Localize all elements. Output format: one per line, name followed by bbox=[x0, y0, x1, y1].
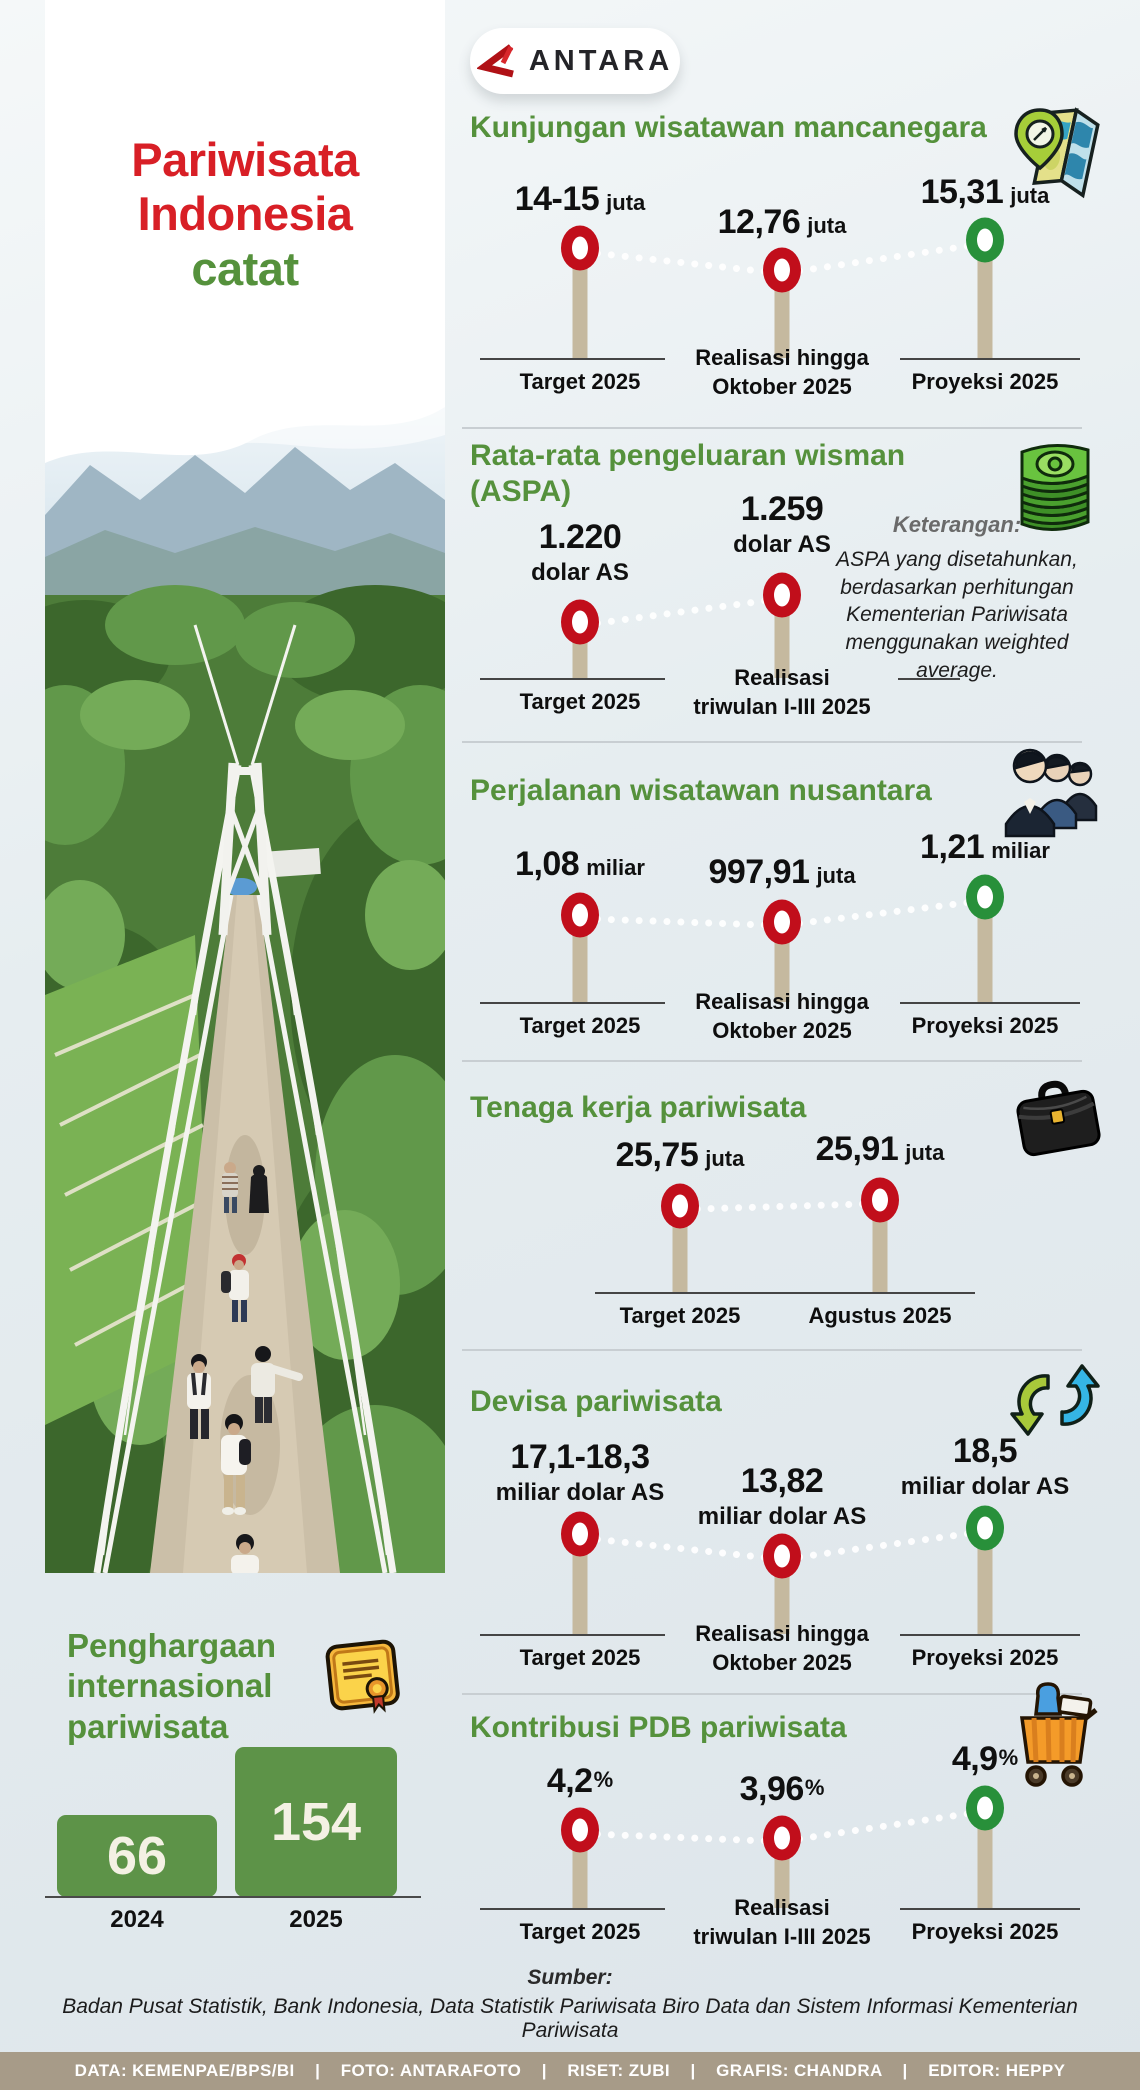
money-icon bbox=[1008, 430, 1100, 539]
section-title-aspa: Rata-rata pengeluaran wisman (ASPA) bbox=[470, 439, 906, 508]
pin-proyeksi bbox=[966, 874, 1004, 920]
data-value: 997,91 juta bbox=[708, 853, 856, 891]
data-value: 1,21 miliar bbox=[920, 828, 1050, 866]
pin-target bbox=[561, 225, 599, 271]
section-title-tenaga-kerja: Tenaga kerja pariwisata bbox=[470, 1091, 807, 1124]
pin-proyeksi bbox=[966, 1505, 1004, 1551]
data-value: 15,31 juta bbox=[920, 173, 1050, 211]
x-label: Agustus 2025 bbox=[808, 1303, 952, 1328]
source-label: Sumber: bbox=[527, 1966, 613, 1989]
data-value: 1.259 dolar AS bbox=[733, 490, 831, 558]
x-label: Target 2025 bbox=[619, 1303, 741, 1328]
x-label: Realisasi hingga Oktober 2025 bbox=[695, 345, 869, 399]
data-value: 12,76 juta bbox=[717, 203, 847, 241]
pin-proyeksi bbox=[966, 1785, 1004, 1831]
note-keterangan: Keterangan: ASPA yang disetahunkan, berd… bbox=[822, 512, 1092, 685]
antara-logo-icon bbox=[476, 44, 514, 78]
data-value: 18,5 miliar dolar AS bbox=[900, 1432, 1070, 1500]
source-text: Badan Pusat Statistik, Bank Indonesia, D… bbox=[62, 1995, 1078, 2042]
pin-realisasi bbox=[763, 572, 801, 618]
data-value: 1.220 dolar AS bbox=[531, 518, 629, 586]
section-title-devisa: Devisa pariwisata bbox=[470, 1385, 722, 1418]
pin-target bbox=[561, 599, 599, 645]
data-value: 17,1-18,3 miliar dolar AS bbox=[495, 1438, 665, 1506]
pin-target bbox=[661, 1183, 699, 1229]
pin-realisasi bbox=[763, 899, 801, 945]
award-bar-2024: 66 bbox=[57, 1815, 217, 1897]
pin-realisasi bbox=[763, 247, 801, 293]
section-title-pdb: Kontribusi PDB pariwisata bbox=[470, 1711, 847, 1744]
section-title-kunjungan: Kunjungan wisatawan mancanegara bbox=[470, 111, 987, 144]
award-bar-value: 66 bbox=[106, 1826, 168, 1886]
bridge-photo bbox=[45, 295, 445, 1573]
x-label: Proyeksi 2025 bbox=[911, 1645, 1059, 1670]
award-year-2025: 2025 bbox=[289, 1906, 343, 1933]
award-axis bbox=[45, 1896, 421, 1898]
note-title: Keterangan: bbox=[892, 512, 1022, 537]
main-title-red: Pariwisata Indonesia bbox=[131, 132, 359, 241]
x-label: Target 2025 bbox=[519, 1919, 641, 1944]
data-value: 14-15 juta bbox=[514, 180, 646, 218]
cart-icon bbox=[1002, 1680, 1102, 1797]
certificate-icon bbox=[322, 1636, 404, 1725]
x-label: Proyeksi 2025 bbox=[911, 1013, 1059, 1038]
pin-realisasi bbox=[763, 1815, 801, 1861]
data-value: 25,91 juta bbox=[815, 1130, 945, 1168]
people-icon bbox=[1002, 740, 1102, 843]
note-body: ASPA yang disetahunkan, berdasarkan perh… bbox=[836, 548, 1078, 682]
pin-target bbox=[561, 1807, 599, 1853]
section-divider bbox=[462, 1060, 1082, 1062]
data-value: 1,08 miliar bbox=[515, 845, 645, 883]
award-year-2024: 2024 bbox=[110, 1906, 164, 1933]
section-divider bbox=[462, 1349, 1082, 1351]
x-label: Realisasi hingga Oktober 2025 bbox=[695, 989, 869, 1043]
pin-agustus bbox=[861, 1177, 899, 1223]
pin-proyeksi bbox=[966, 217, 1004, 263]
briefcase-icon bbox=[1012, 1070, 1104, 1171]
x-label: Target 2025 bbox=[519, 1645, 641, 1670]
data-value: 25,75 juta bbox=[615, 1136, 745, 1174]
data-value: 4,2% bbox=[546, 1762, 614, 1800]
award-bar-2025: 154 bbox=[235, 1747, 397, 1897]
x-label: Realisasi triwulan I-III 2025 bbox=[693, 665, 871, 719]
x-label: Target 2025 bbox=[519, 1013, 641, 1038]
award-bar-value: 154 bbox=[270, 1792, 362, 1852]
exchange-icon bbox=[1008, 1350, 1102, 1455]
section-divider bbox=[462, 741, 1082, 743]
antara-logo-text: ANTARA bbox=[528, 44, 674, 77]
antara-logo: ANTARA bbox=[470, 28, 680, 94]
data-value: 13,82 miliar dolar AS bbox=[697, 1462, 867, 1530]
pin-target bbox=[561, 892, 599, 938]
x-label: Target 2025 bbox=[519, 369, 641, 394]
data-value: 4,9% bbox=[951, 1740, 1019, 1778]
section-divider bbox=[462, 427, 1082, 429]
pin-target bbox=[561, 1511, 599, 1557]
source-block: Sumber: Badan Pusat Statistik, Bank Indo… bbox=[60, 1966, 1080, 2043]
section-title-nusantara: Perjalanan wisatawan nusantara bbox=[470, 774, 932, 807]
credits-bar: DATA: KEMENPAE/BPS/BI | FOTO: ANTARAFOTO… bbox=[0, 2052, 1140, 2090]
x-label: Realisasi hingga Oktober 2025 bbox=[695, 1621, 869, 1675]
x-label: Realisasi triwulan I-III 2025 bbox=[693, 1895, 871, 1949]
x-label: Target 2025 bbox=[519, 689, 641, 714]
x-label: Proyeksi 2025 bbox=[911, 1919, 1059, 1944]
data-value: 3,96% bbox=[739, 1770, 825, 1808]
x-label: Proyeksi 2025 bbox=[911, 369, 1059, 394]
section-divider bbox=[462, 1693, 1082, 1695]
pin-realisasi bbox=[763, 1533, 801, 1579]
awards-title: Penghargaan internasional pariwisata bbox=[67, 1627, 277, 1745]
map-icon bbox=[1012, 94, 1104, 205]
